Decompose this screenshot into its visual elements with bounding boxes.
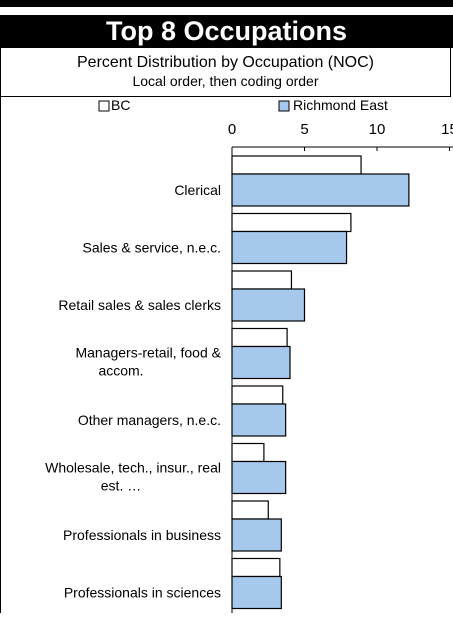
chart-note: Local order, then coding order xyxy=(132,73,319,89)
x-tick-label: 0 xyxy=(228,121,236,138)
bar-bc xyxy=(231,500,269,520)
category-label: Clerical xyxy=(174,182,221,198)
top-rule xyxy=(0,0,453,7)
plot-area: BC Richmond East 0 5 10 15 Clerical Sales & ser… xyxy=(0,97,453,613)
x-tick-label: 15 xyxy=(441,121,453,138)
category-label: est. … xyxy=(101,478,141,494)
bar-bc xyxy=(231,155,362,175)
category-label: Sales & service, n.e.c. xyxy=(82,240,221,256)
bar-chart: BC Richmond East 0 5 10 15 Clerical Sales & ser… xyxy=(45,97,453,613)
bar-bc xyxy=(231,385,284,405)
chart-subtitle: Percent Distribution by Occupation (NOC) xyxy=(77,54,374,71)
legend-label-richmond-east: Richmond East xyxy=(293,97,388,113)
subtitle-band: Percent Distribution by Occupation (NOC)… xyxy=(0,48,451,97)
category-label: Professionals in sciences xyxy=(64,585,221,601)
category-label: Other managers, n.e.c. xyxy=(78,412,221,428)
bar-richmond-east xyxy=(231,230,348,265)
category-label: Wholesale, tech., insur., real xyxy=(45,460,221,476)
category-label: Retail sales & sales clerks xyxy=(58,297,221,313)
x-tick-label: 10 xyxy=(369,121,386,138)
category-label: accom. xyxy=(98,363,143,379)
bar-richmond-east xyxy=(231,575,282,610)
bar-richmond-east xyxy=(231,518,282,552)
legend-swatch-richmond-east xyxy=(278,100,290,112)
x-tick-label: 5 xyxy=(300,121,308,138)
chart-title: Top 8 Occupations xyxy=(0,15,453,48)
bar-richmond-east xyxy=(231,345,291,380)
category-label: Professionals in business xyxy=(63,527,221,543)
bar-richmond-east xyxy=(231,288,306,322)
bar-bc xyxy=(231,442,265,463)
bar-richmond-east xyxy=(231,173,410,207)
bar-bc xyxy=(231,557,281,578)
category-label: Managers-retail, food & xyxy=(75,345,221,361)
bar-richmond-east xyxy=(231,460,287,495)
legend-label-bc: BC xyxy=(111,97,130,113)
legend-swatch-bc xyxy=(98,100,110,112)
bar-bc xyxy=(231,270,293,290)
bar-bc xyxy=(231,212,352,233)
bar-bc xyxy=(231,327,288,348)
bar-richmond-east xyxy=(231,403,287,437)
